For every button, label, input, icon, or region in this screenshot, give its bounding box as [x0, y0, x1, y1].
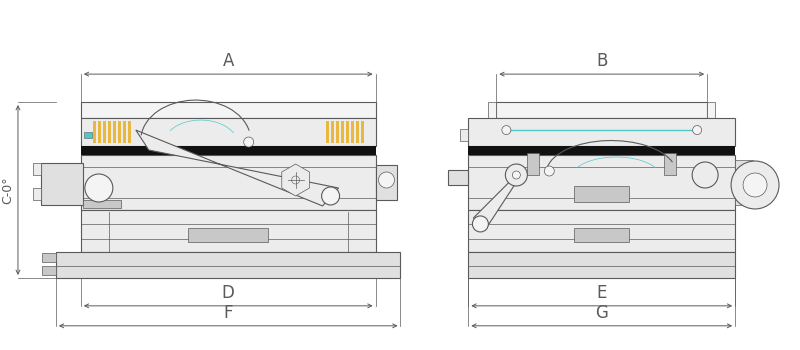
Bar: [707, 102, 715, 118]
Bar: [341, 121, 343, 143]
Text: E: E: [597, 284, 607, 302]
Bar: [574, 228, 630, 242]
Circle shape: [85, 174, 113, 202]
Circle shape: [244, 137, 254, 147]
Polygon shape: [136, 130, 338, 206]
Bar: [488, 102, 496, 118]
Text: G: G: [595, 304, 608, 322]
Bar: [461, 129, 469, 141]
Circle shape: [322, 187, 339, 205]
Bar: [350, 121, 354, 143]
Bar: [42, 253, 56, 262]
Bar: [83, 200, 121, 208]
Text: F: F: [223, 304, 233, 322]
Bar: [496, 102, 707, 118]
Bar: [123, 121, 126, 143]
Bar: [326, 121, 329, 143]
Bar: [118, 121, 121, 143]
Bar: [469, 155, 735, 210]
Bar: [753, 177, 759, 192]
Circle shape: [512, 171, 520, 179]
Bar: [81, 210, 375, 252]
Circle shape: [544, 166, 554, 176]
Bar: [335, 121, 338, 143]
Bar: [449, 170, 469, 185]
Bar: [93, 121, 96, 143]
Bar: [361, 121, 363, 143]
Bar: [81, 155, 375, 210]
Bar: [469, 118, 735, 146]
Bar: [108, 121, 111, 143]
Bar: [346, 121, 349, 143]
Text: C-0°: C-0°: [1, 176, 14, 204]
Bar: [355, 121, 358, 143]
Bar: [574, 186, 630, 202]
Bar: [527, 153, 539, 175]
Bar: [81, 118, 375, 146]
Circle shape: [692, 162, 718, 188]
Bar: [469, 210, 735, 252]
Bar: [128, 121, 131, 143]
Bar: [81, 102, 375, 118]
Circle shape: [743, 173, 767, 197]
Text: D: D: [222, 284, 234, 302]
Circle shape: [378, 172, 394, 188]
Circle shape: [731, 161, 779, 209]
Circle shape: [693, 126, 702, 134]
Bar: [103, 121, 106, 143]
Bar: [84, 132, 92, 138]
Circle shape: [506, 164, 527, 186]
Text: A: A: [222, 52, 234, 70]
Bar: [375, 165, 398, 200]
Circle shape: [473, 216, 488, 232]
Bar: [81, 146, 375, 155]
Bar: [735, 160, 753, 205]
Bar: [469, 146, 735, 155]
Bar: [330, 121, 334, 143]
Polygon shape: [282, 164, 310, 196]
Bar: [188, 228, 268, 242]
Bar: [42, 266, 56, 275]
Bar: [33, 163, 41, 175]
Bar: [41, 163, 83, 205]
Polygon shape: [474, 170, 524, 228]
Bar: [56, 252, 401, 278]
Bar: [33, 188, 41, 200]
Text: B: B: [596, 52, 607, 70]
Circle shape: [502, 126, 511, 134]
Bar: [664, 153, 676, 175]
Bar: [98, 121, 101, 143]
Bar: [113, 121, 116, 143]
Bar: [469, 252, 735, 278]
